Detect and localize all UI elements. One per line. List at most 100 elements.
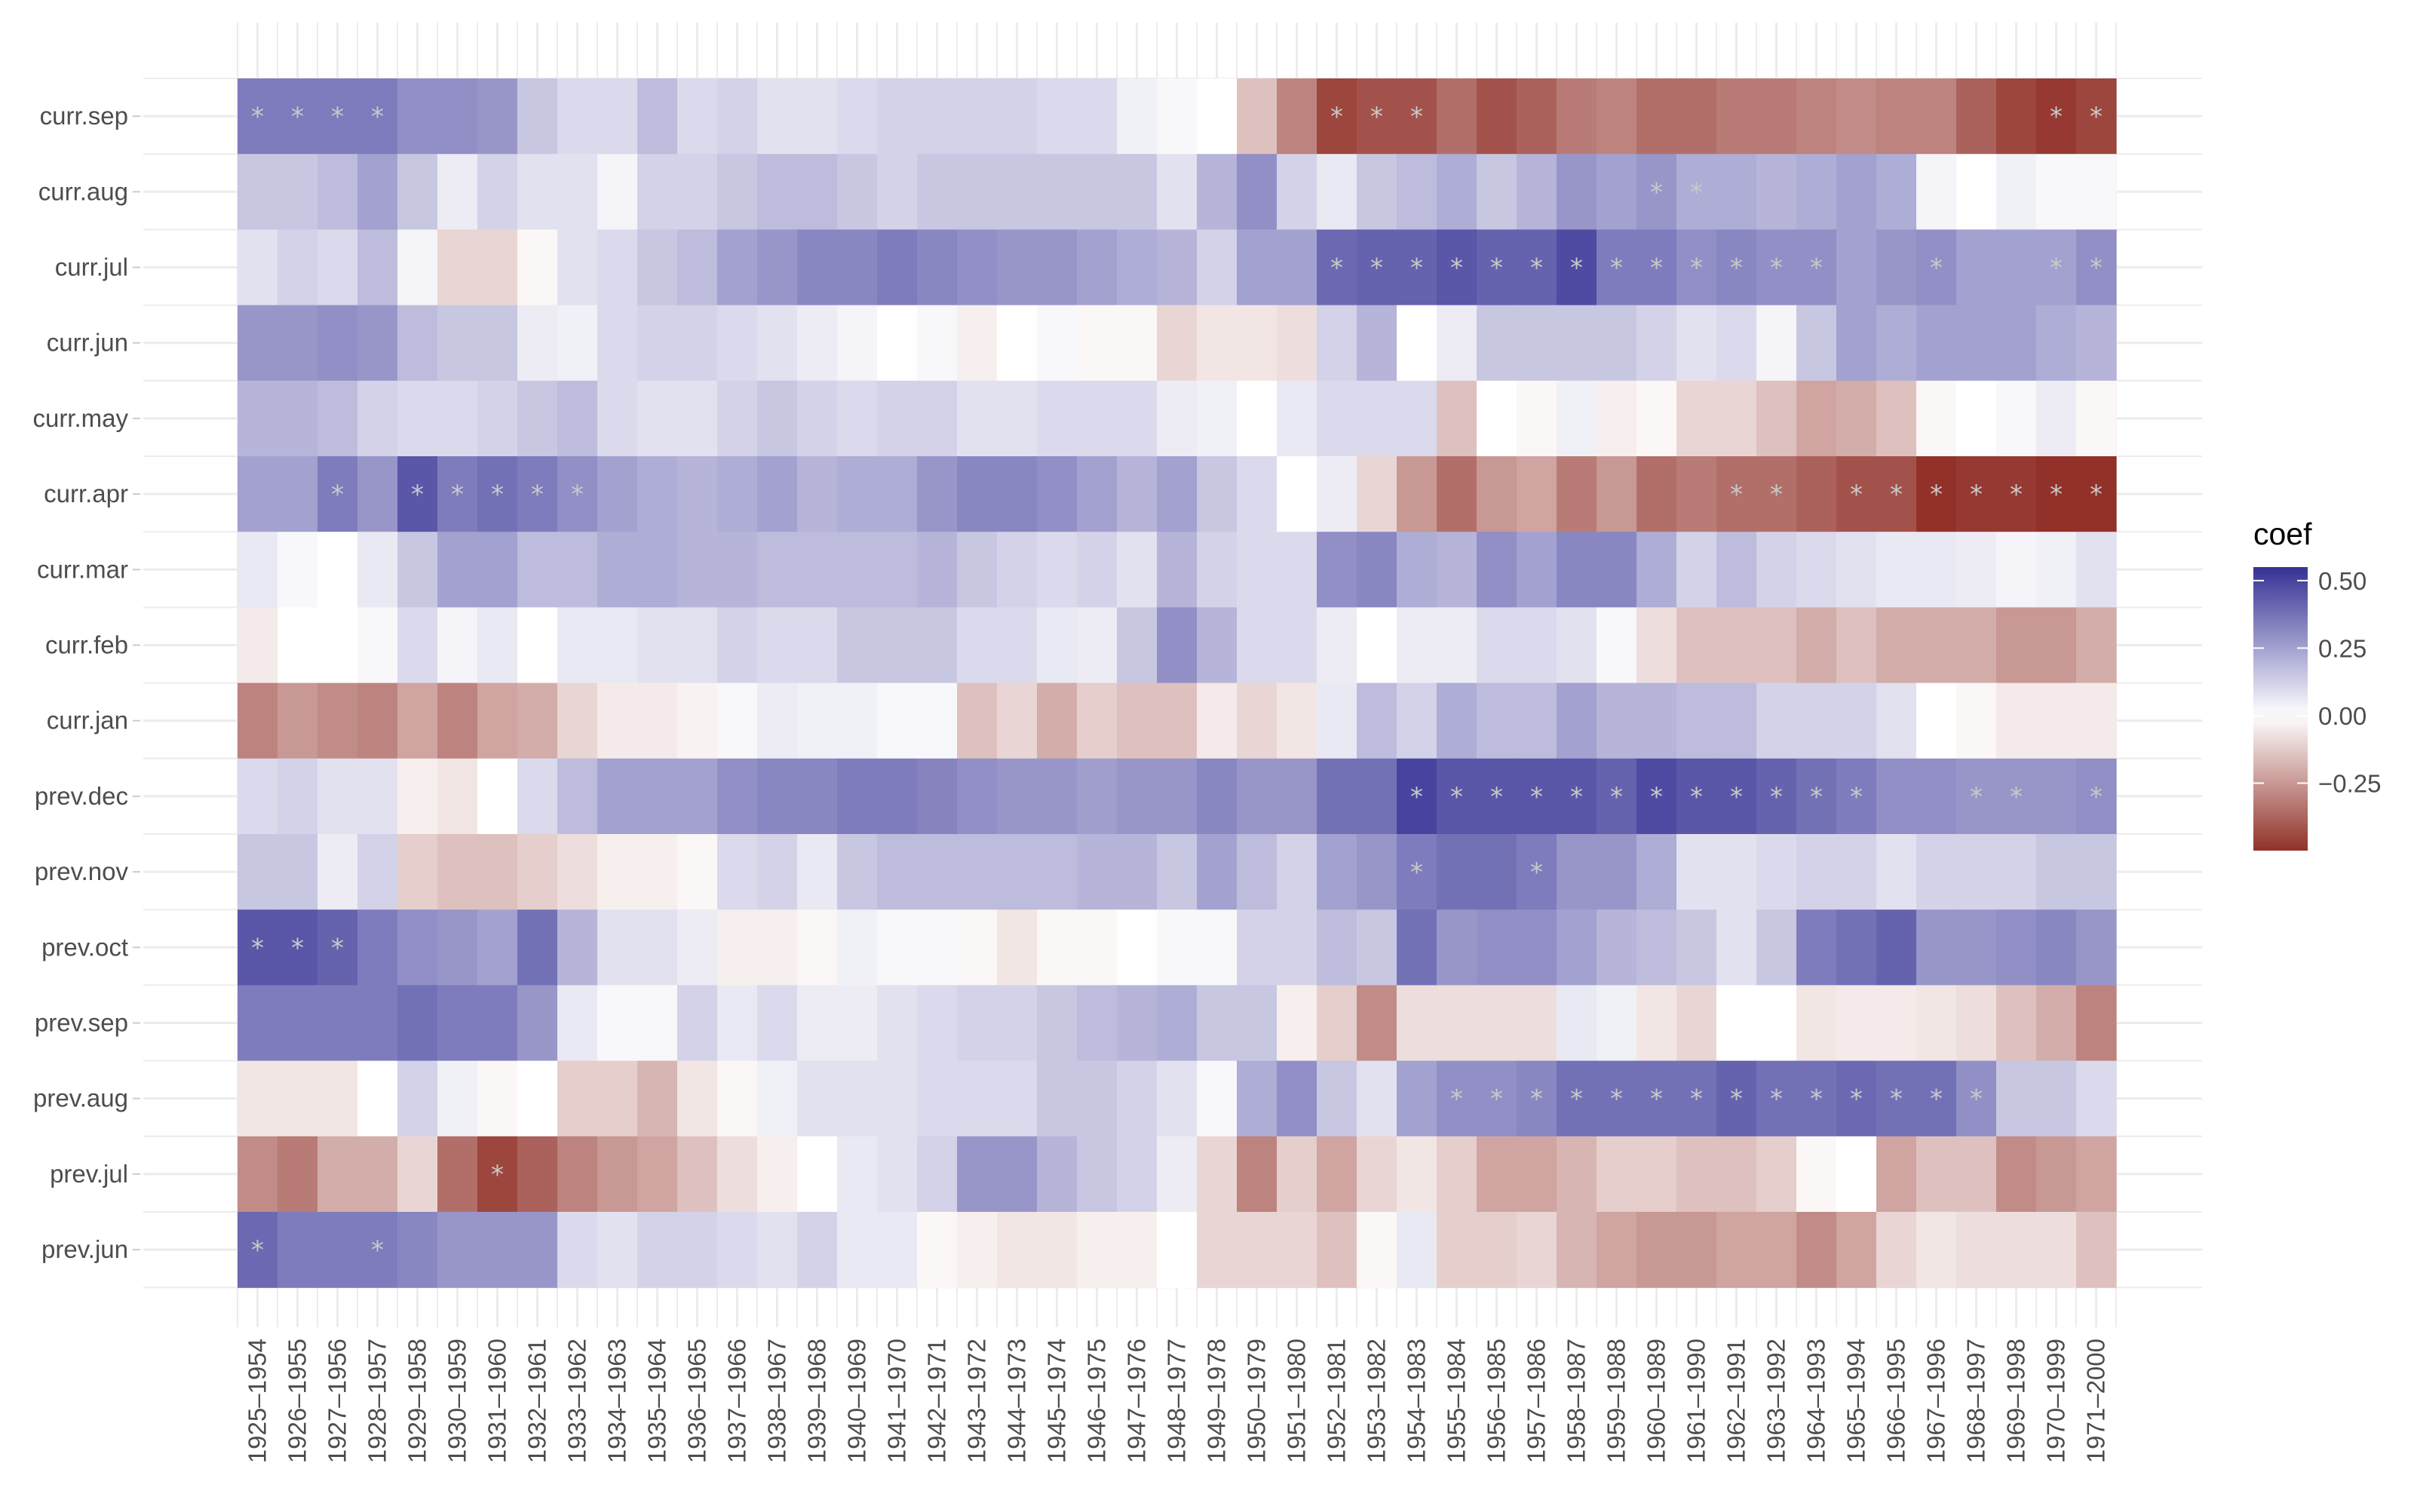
heatmap-cell — [1437, 456, 1477, 532]
heatmap-cell — [278, 1060, 318, 1137]
significance-marker: * — [1530, 1084, 1543, 1115]
heatmap-cell — [1197, 758, 1238, 835]
heatmap-cell — [1597, 1136, 1637, 1213]
heatmap-cell — [797, 154, 838, 230]
legend-tick-label: 0.25 — [2318, 634, 2367, 662]
heatmap-cell — [1197, 305, 1238, 382]
heatmap-cell — [1996, 229, 2037, 306]
heatmap-cell — [477, 985, 518, 1062]
heatmap-cell — [797, 758, 838, 835]
heatmap-cell — [1517, 909, 1557, 986]
heatmap-cell — [1636, 909, 1677, 986]
heatmap-cell — [917, 1136, 958, 1213]
heatmap-cell — [238, 985, 278, 1062]
heatmap-cell — [517, 380, 558, 457]
heatmap-cell — [557, 607, 598, 684]
heatmap-cell — [597, 229, 638, 306]
heatmap-cell — [437, 532, 478, 608]
significance-marker: * — [1410, 102, 1423, 132]
heatmap-cell — [637, 380, 678, 457]
significance-markers: * * * * * * * * * * * * * * * * * * * * * * * * * * * * * * * * * * * * * * * *… — [251, 102, 2103, 1265]
heatmap-cell — [1636, 607, 1677, 684]
heatmap-cell — [1716, 456, 1757, 532]
heatmap-cell — [1716, 380, 1757, 457]
heatmap-cell — [557, 1136, 598, 1213]
heatmap-cell — [597, 834, 638, 910]
heatmap-cell — [1357, 909, 1397, 986]
heatmap-cell — [1117, 607, 1158, 684]
heatmap-cell — [1796, 682, 1837, 759]
heatmap-cell — [1077, 154, 1118, 230]
significance-marker: * — [1410, 782, 1423, 812]
heatmap-cell — [837, 607, 878, 684]
heatmap-cell — [1117, 305, 1158, 382]
significance-marker: * — [331, 480, 344, 510]
heatmap-cell — [1357, 985, 1397, 1062]
heatmap-cell — [1437, 1136, 1477, 1213]
significance-marker: * — [1810, 253, 1823, 284]
heatmap-cell — [1077, 532, 1118, 608]
heatmap-cell — [1716, 682, 1757, 759]
heatmap-cell — [1317, 305, 1357, 382]
heatmap-cell — [597, 380, 638, 457]
heatmap-cell — [1477, 532, 1517, 608]
heatmap-cell — [957, 305, 998, 382]
heatmap-cell — [717, 229, 758, 306]
heatmap-cell — [1237, 1136, 1278, 1213]
heatmap-cell — [1317, 1060, 1357, 1137]
y-tick-label: curr.may — [32, 404, 128, 432]
heatmap-cell — [1357, 1212, 1397, 1288]
heatmap-cell — [1237, 78, 1278, 155]
heatmap-cell — [1397, 1136, 1437, 1213]
significance-marker: * — [1930, 1084, 1943, 1115]
heatmap-cell — [1597, 834, 1637, 910]
heatmap-cell — [1397, 305, 1437, 382]
heatmap-cell — [1716, 78, 1757, 155]
heatmap-cell — [1557, 532, 1597, 608]
heatmap-cell — [1996, 1060, 2037, 1137]
heatmap-cell — [997, 532, 1038, 608]
significance-marker: * — [2050, 480, 2063, 510]
heatmap-cell — [837, 1136, 878, 1213]
heatmap-cell — [877, 1060, 918, 1137]
heatmap-cell — [597, 78, 638, 155]
significance-marker: * — [2090, 782, 2103, 812]
heatmap-cell — [357, 758, 398, 835]
x-tick-label: 1958–1987 — [1563, 1339, 1590, 1463]
heatmap-cell — [917, 985, 958, 1062]
heatmap-cell — [1157, 985, 1198, 1062]
heatmap-cell — [397, 305, 438, 382]
heatmap-cell — [397, 758, 438, 835]
heatmap-cell — [1557, 682, 1597, 759]
heatmap-cell — [877, 78, 918, 155]
heatmap-cell — [1477, 909, 1517, 986]
heatmap-cell — [2036, 985, 2077, 1062]
heatmap-cell — [957, 154, 998, 230]
heatmap-cell — [997, 380, 1038, 457]
heatmap-cell — [1037, 380, 1078, 457]
heatmap-cell — [1597, 532, 1637, 608]
heatmap-cell — [1397, 1060, 1437, 1137]
significance-marker: * — [1450, 253, 1463, 284]
heatmap-cell — [1517, 229, 1557, 306]
heatmap-cell — [637, 532, 678, 608]
heatmap-cell — [238, 1060, 278, 1137]
heatmap-cell — [1037, 834, 1078, 910]
heatmap-cell — [1956, 1136, 1997, 1213]
x-tick-label: 1937–1966 — [723, 1339, 751, 1463]
heatmap-cell — [1317, 758, 1357, 835]
heatmap-cell — [1796, 154, 1837, 230]
heatmap-cell — [397, 1136, 438, 1213]
heatmap-cell — [1357, 607, 1397, 684]
heatmap-cell — [1557, 229, 1597, 306]
heatmap-cell — [1557, 1060, 1597, 1137]
heatmap-cell — [1317, 1212, 1357, 1288]
significance-marker: * — [531, 480, 544, 510]
heatmap-cell — [1157, 1060, 1198, 1137]
heatmap-cell — [1597, 456, 1637, 532]
heatmap-cell — [2076, 834, 2117, 910]
heatmap-cell — [437, 607, 478, 684]
heatmap-cell — [1077, 607, 1118, 684]
heatmap-cell — [517, 1136, 558, 1213]
heatmap-cell — [1996, 305, 2037, 382]
